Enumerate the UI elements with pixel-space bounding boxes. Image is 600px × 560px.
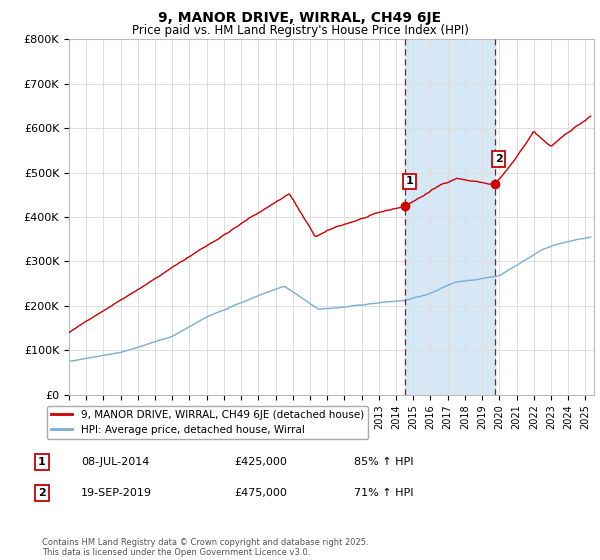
Text: 1: 1 [406,176,413,186]
Bar [405,39,494,395]
Text: 9, MANOR DRIVE, WIRRAL, CH49 6JE: 9, MANOR DRIVE, WIRRAL, CH49 6JE [158,11,442,25]
Text: 71% ↑ HPI: 71% ↑ HPI [354,488,413,498]
Text: 1: 1 [38,457,46,467]
Text: Price paid vs. HM Land Registry's House Price Index (HPI): Price paid vs. HM Land Registry's House … [131,24,469,36]
Text: 08-JUL-2014: 08-JUL-2014 [81,457,149,467]
Text: 2: 2 [495,154,503,164]
Text: 85% ↑ HPI: 85% ↑ HPI [354,457,413,467]
Text: £425,000: £425,000 [234,457,287,467]
Text: Contains HM Land Registry data © Crown copyright and database right 2025.
This d: Contains HM Land Registry data © Crown c… [42,538,368,557]
Text: £475,000: £475,000 [234,488,287,498]
Text: 2: 2 [38,488,46,498]
Legend: 9, MANOR DRIVE, WIRRAL, CH49 6JE (detached house), HPI: Average price, detached : 9, MANOR DRIVE, WIRRAL, CH49 6JE (detach… [47,405,368,439]
Text: 19-SEP-2019: 19-SEP-2019 [81,488,152,498]
